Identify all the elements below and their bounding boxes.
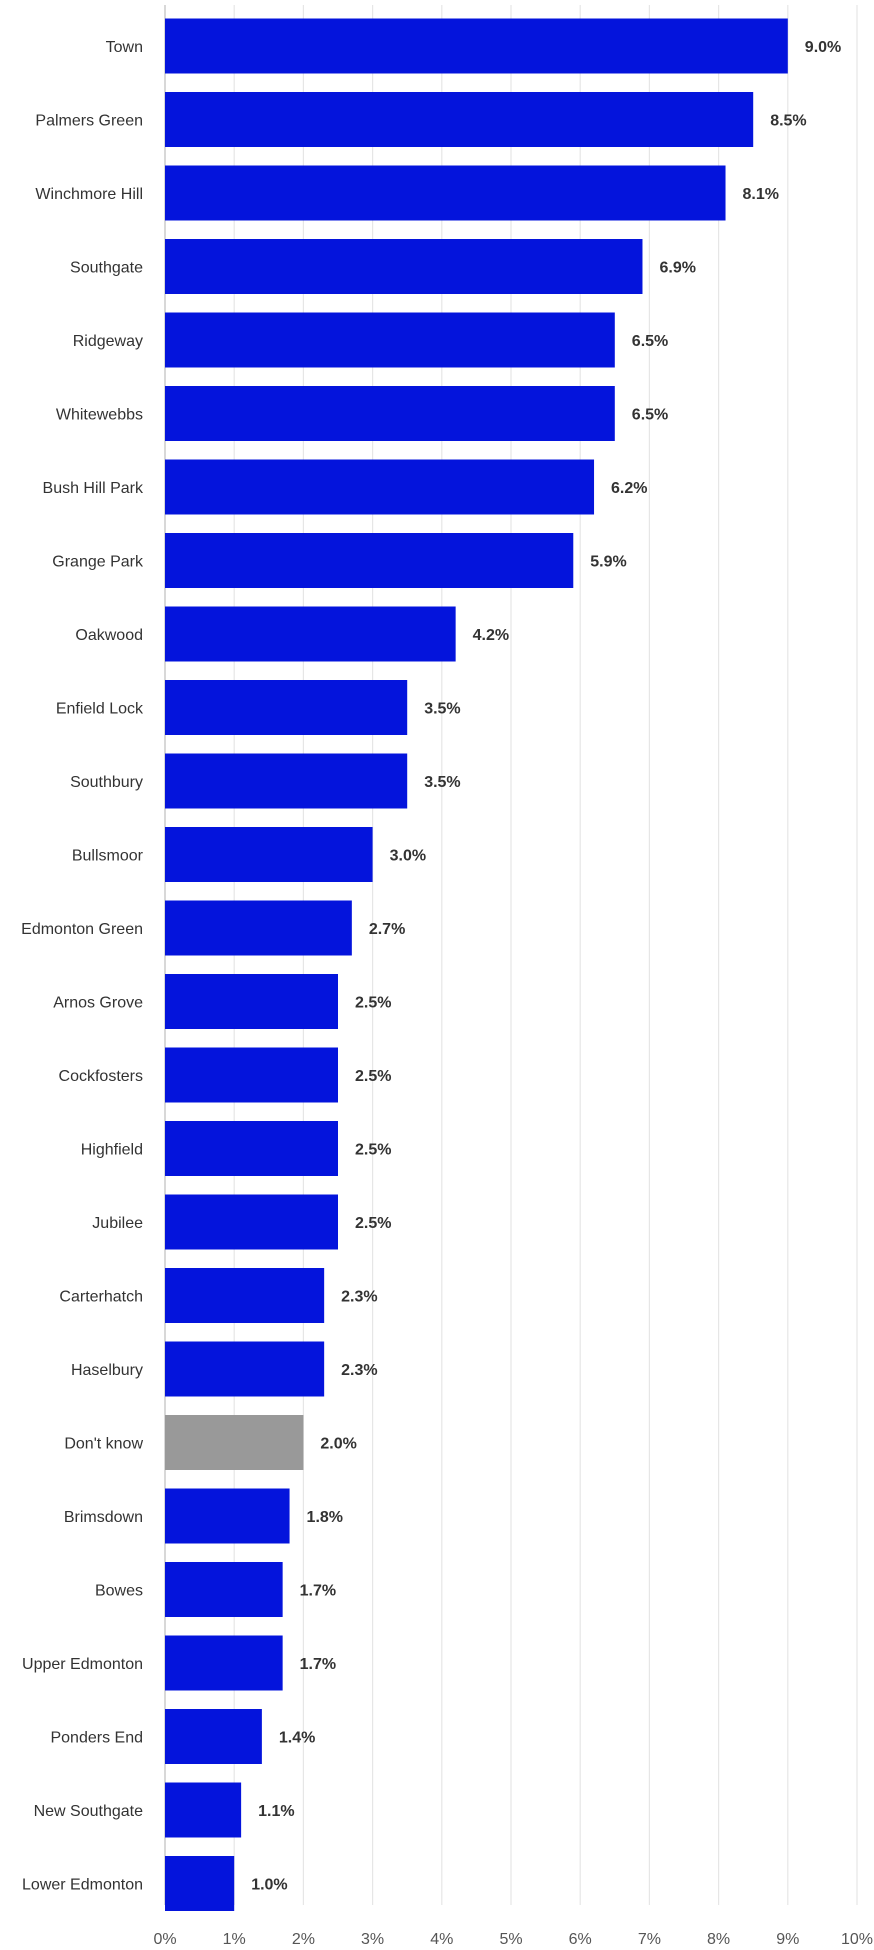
bar <box>165 753 408 809</box>
value-labels: 9.0% 8.5% 8.1% 6.9% 6.5% 6.5% 6.2% 5.9% 4.2% 3.5%… <box>251 39 841 1894</box>
bar <box>165 1562 283 1617</box>
category-label: Haselbury <box>71 1362 143 1379</box>
x-tick-label: 4% <box>430 1931 453 1948</box>
value-label: 3.5% <box>424 701 460 718</box>
bar <box>165 18 788 74</box>
x-tick-label: 9% <box>776 1931 799 1948</box>
bar <box>165 165 726 221</box>
bar <box>165 1782 242 1838</box>
bar <box>165 1268 325 1323</box>
value-label: 6.5% <box>632 407 668 424</box>
bar <box>165 533 574 588</box>
bar <box>165 1194 338 1250</box>
value-label: 1.0% <box>251 1877 287 1894</box>
value-label: 2.5% <box>355 995 391 1012</box>
category-label: Enfield Lock <box>56 701 144 718</box>
value-label: 2.3% <box>341 1362 377 1379</box>
category-label: Southbury <box>70 774 143 791</box>
x-tick-label: 5% <box>499 1931 522 1948</box>
bar <box>165 1415 304 1470</box>
bars <box>165 18 788 1911</box>
category-label: Grange Park <box>52 554 144 571</box>
x-axis-ticks: 0% 1% 2% 3% 4% 5% 6% 7% 8% 9% 10% <box>153 1931 873 1948</box>
x-tick-label: 2% <box>292 1931 315 1948</box>
bar <box>165 900 352 956</box>
value-label: 2.5% <box>355 1215 391 1232</box>
value-label: 2.7% <box>369 921 405 938</box>
category-label: Ridgeway <box>73 333 143 350</box>
bar <box>165 1121 338 1176</box>
bar <box>165 92 754 147</box>
category-label: Edmonton Green <box>21 921 143 938</box>
bar <box>165 1856 235 1911</box>
value-label: 6.9% <box>659 260 695 277</box>
x-tick-label: 6% <box>569 1931 592 1948</box>
bar <box>165 386 615 441</box>
bar <box>165 239 643 294</box>
value-label: 4.2% <box>473 627 509 644</box>
bar <box>165 1488 290 1544</box>
value-label: 3.5% <box>424 774 460 791</box>
category-label: Jubilee <box>92 1215 143 1232</box>
bar <box>165 1341 325 1397</box>
category-label: Palmers Green <box>35 113 143 130</box>
x-tick-label: 10% <box>841 1931 873 1948</box>
value-label: 9.0% <box>805 39 841 56</box>
category-label: Winchmore Hill <box>35 186 143 203</box>
category-labels: Town Palmers Green Winchmore Hill Southgate… <box>21 39 144 1894</box>
bar <box>165 1709 262 1764</box>
x-tick-label: 3% <box>361 1931 384 1948</box>
x-tick-label: 1% <box>223 1931 246 1948</box>
category-label: Bush Hill Park <box>43 480 144 497</box>
category-label: Ponders End <box>50 1730 143 1747</box>
value-label: 2.5% <box>355 1068 391 1085</box>
category-label: Don't know <box>64 1436 143 1453</box>
bar <box>165 312 615 368</box>
bar <box>165 827 373 882</box>
value-label: 8.1% <box>743 186 779 203</box>
value-label: 5.9% <box>590 554 626 571</box>
bar <box>165 459 595 515</box>
value-label: 2.0% <box>320 1436 356 1453</box>
value-label: 2.3% <box>341 1289 377 1306</box>
value-label: 2.5% <box>355 1142 391 1159</box>
category-label: Bowes <box>95 1583 143 1600</box>
value-label: 1.8% <box>307 1509 343 1526</box>
bar <box>165 680 408 735</box>
category-label: Town <box>106 39 143 56</box>
category-label: Carterhatch <box>59 1289 143 1306</box>
category-label: Brimsdown <box>64 1509 143 1526</box>
category-label: Lower Edmonton <box>22 1877 143 1894</box>
value-label: 8.5% <box>770 113 806 130</box>
category-label: Upper Edmonton <box>22 1656 143 1673</box>
x-tick-label: 8% <box>707 1931 730 1948</box>
value-label: 6.2% <box>611 480 647 497</box>
value-label: 1.7% <box>300 1656 336 1673</box>
category-label: Cockfosters <box>59 1068 143 1085</box>
bar <box>165 1635 283 1691</box>
category-label: Highfield <box>81 1142 143 1159</box>
bar <box>165 1047 338 1103</box>
x-tick-label: 0% <box>153 1931 176 1948</box>
bar <box>165 606 456 662</box>
category-label: Whitewebbs <box>56 407 143 424</box>
category-label: Bullsmoor <box>72 848 144 865</box>
category-label: Oakwood <box>75 627 143 644</box>
category-label: Arnos Grove <box>53 995 143 1012</box>
category-label: New Southgate <box>34 1803 144 1820</box>
value-label: 6.5% <box>632 333 668 350</box>
x-tick-label: 7% <box>638 1931 661 1948</box>
category-label: Southgate <box>70 260 143 277</box>
value-label: 3.0% <box>390 848 426 865</box>
value-label: 1.4% <box>279 1730 315 1747</box>
value-label: 1.7% <box>300 1583 336 1600</box>
value-label: 1.1% <box>258 1803 294 1820</box>
bar <box>165 974 338 1029</box>
